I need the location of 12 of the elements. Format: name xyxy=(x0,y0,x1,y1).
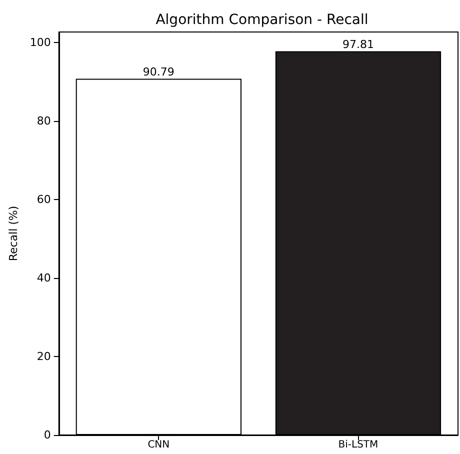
y-tick-label: 20 xyxy=(36,350,51,364)
y-tick-label: 60 xyxy=(36,193,51,206)
x-tick-label: Bi-LSTM xyxy=(338,440,378,450)
data-label: 97.81 xyxy=(342,38,374,52)
y-tick-label: 40 xyxy=(36,272,51,285)
chart-title: Algorithm Comparison - Recall xyxy=(156,12,368,28)
y-tick-label: 80 xyxy=(36,114,51,128)
y-tick-label: 0 xyxy=(44,428,51,442)
data-label: 90.79 xyxy=(142,66,174,79)
y-tick-label: 100 xyxy=(30,36,51,50)
x-tick-label: CNN xyxy=(148,440,170,450)
y-axis-title: Recall (%) xyxy=(7,206,20,262)
